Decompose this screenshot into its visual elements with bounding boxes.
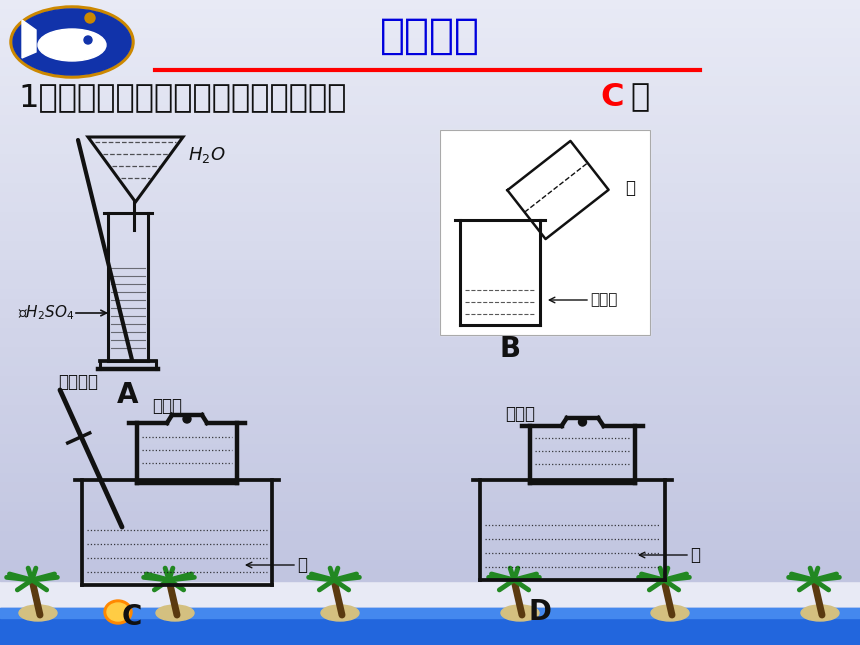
Bar: [0, 358, 860, 368]
Text: 浓硫酸: 浓硫酸: [152, 397, 182, 415]
Bar: [0, 502, 860, 513]
Ellipse shape: [38, 29, 106, 61]
Bar: [0, 97, 860, 107]
Text: 水: 水: [297, 556, 307, 574]
Bar: [0, 348, 860, 359]
Bar: [0, 522, 860, 533]
Bar: [0, 68, 860, 78]
Bar: [0, 213, 860, 223]
Text: ）: ）: [630, 82, 649, 113]
Bar: [0, 541, 860, 552]
Bar: [0, 339, 860, 349]
Ellipse shape: [321, 605, 359, 621]
Text: A: A: [117, 381, 138, 409]
Bar: [0, 242, 860, 252]
Bar: [0, 444, 860, 455]
Bar: [0, 87, 860, 97]
Bar: [0, 271, 860, 281]
Bar: [0, 106, 860, 117]
Bar: [0, 570, 860, 581]
Ellipse shape: [501, 605, 539, 621]
Bar: [0, 319, 860, 330]
Ellipse shape: [651, 605, 689, 621]
Ellipse shape: [13, 9, 131, 75]
Bar: [0, 0, 860, 11]
Bar: [0, 19, 860, 30]
Bar: [0, 145, 860, 155]
Bar: [0, 135, 860, 146]
Ellipse shape: [156, 605, 194, 621]
Bar: [0, 10, 860, 21]
Bar: [0, 608, 860, 645]
Bar: [0, 261, 860, 272]
Bar: [0, 551, 860, 562]
Bar: [0, 194, 860, 204]
Bar: [0, 164, 860, 175]
Bar: [0, 415, 860, 426]
Bar: [0, 329, 860, 339]
Bar: [0, 232, 860, 243]
Circle shape: [84, 36, 92, 44]
Bar: [0, 310, 860, 320]
Ellipse shape: [801, 605, 839, 621]
Bar: [0, 425, 860, 436]
Bar: [0, 116, 860, 126]
Bar: [0, 396, 860, 407]
Text: 水: 水: [690, 546, 700, 564]
Bar: [0, 39, 860, 49]
Text: 浓硫酸: 浓硫酸: [505, 405, 535, 423]
Text: 不断搅拌: 不断搅拌: [58, 373, 98, 391]
Polygon shape: [22, 20, 36, 58]
Bar: [0, 290, 860, 301]
Bar: [0, 281, 860, 291]
Circle shape: [183, 415, 191, 423]
Bar: [0, 77, 860, 88]
Bar: [0, 184, 860, 194]
Bar: [0, 223, 860, 233]
FancyBboxPatch shape: [440, 130, 650, 335]
Bar: [0, 464, 860, 475]
Bar: [0, 377, 860, 388]
Text: 浓硫酸: 浓硫酸: [590, 292, 617, 308]
Ellipse shape: [104, 600, 132, 624]
Text: C: C: [600, 82, 624, 113]
Bar: [0, 406, 860, 417]
Bar: [0, 473, 860, 484]
Bar: [0, 531, 860, 542]
Text: C: C: [122, 603, 142, 631]
Bar: [0, 454, 860, 465]
Ellipse shape: [19, 605, 57, 621]
Bar: [0, 561, 860, 571]
Bar: [0, 48, 860, 59]
Bar: [0, 435, 860, 446]
Ellipse shape: [107, 603, 129, 621]
Bar: [0, 126, 860, 136]
Bar: [0, 58, 860, 68]
Bar: [0, 174, 860, 184]
Bar: [0, 386, 860, 397]
Circle shape: [579, 418, 587, 426]
Bar: [0, 155, 860, 165]
Bar: [0, 493, 860, 504]
Text: 回顾训练: 回顾训练: [380, 15, 480, 57]
Text: 浓$H_2SO_4$: 浓$H_2SO_4$: [18, 304, 75, 322]
Bar: [0, 300, 860, 310]
Text: $H_2O$: $H_2O$: [188, 145, 225, 165]
Circle shape: [85, 13, 95, 23]
Text: B: B: [500, 335, 520, 363]
Bar: [0, 608, 860, 618]
Text: 水: 水: [625, 179, 635, 197]
Bar: [0, 368, 860, 378]
Bar: [0, 203, 860, 213]
Bar: [0, 29, 860, 39]
Bar: [0, 512, 860, 523]
Text: D: D: [529, 598, 551, 626]
Text: 1、下列有关浓硫酸的稀释正确的是（: 1、下列有关浓硫酸的稀释正确的是（: [18, 82, 347, 113]
Bar: [0, 252, 860, 262]
Bar: [0, 483, 860, 494]
